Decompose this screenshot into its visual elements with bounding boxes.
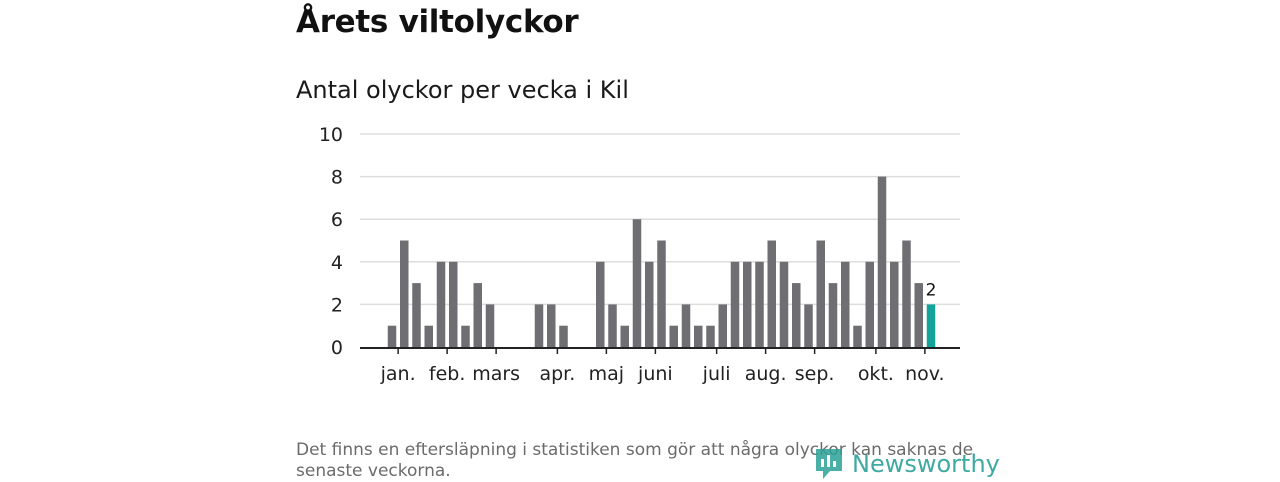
bar <box>743 261 752 347</box>
bar <box>681 304 691 347</box>
y-tick-label: 2 <box>331 294 343 316</box>
bar <box>596 261 605 347</box>
bar-chart: 0 2 4 6 8 10 jan. feb. mars apr. maj juni juli aug. s… <box>319 124 960 385</box>
bar <box>853 325 862 347</box>
bar <box>608 304 617 347</box>
month-label: feb. <box>429 363 465 385</box>
brand-name: Newsworthy <box>852 450 1000 478</box>
bar <box>461 325 470 347</box>
y-axis-ticks: 0 2 4 6 8 10 <box>319 124 343 359</box>
bar-highlight <box>926 304 936 347</box>
data-labels: 2 <box>926 280 937 300</box>
month-label: nov. <box>905 363 944 385</box>
bar <box>449 261 458 347</box>
bar <box>718 304 727 347</box>
bar <box>706 325 715 347</box>
bar <box>436 261 446 347</box>
month-label: jan. <box>380 363 416 385</box>
bar <box>485 304 495 347</box>
bar <box>779 261 789 347</box>
footnote: Det finns en eftersläpning i statistiken… <box>296 440 974 481</box>
bar <box>816 240 825 347</box>
month-label: mars <box>472 363 520 385</box>
y-tick-label: 6 <box>331 209 343 231</box>
page-title: Årets viltolyckor <box>296 4 579 40</box>
bar <box>792 283 801 347</box>
y-tick-label: 10 <box>319 124 343 146</box>
bar <box>645 261 654 347</box>
bar <box>400 240 409 347</box>
bar <box>767 240 776 347</box>
month-label: sep. <box>795 363 835 385</box>
bar <box>620 325 629 347</box>
bar <box>877 176 887 347</box>
bar <box>387 325 397 347</box>
bar <box>534 304 544 347</box>
month-label: okt. <box>858 363 894 385</box>
bar <box>902 240 911 347</box>
bar <box>841 261 850 347</box>
bar <box>412 283 421 347</box>
bar <box>730 261 740 347</box>
bars <box>387 176 936 347</box>
y-tick-label: 0 <box>331 337 343 359</box>
bar <box>669 325 678 347</box>
bar <box>547 304 556 347</box>
bar <box>865 261 874 347</box>
brand-logo: Newsworthy <box>814 447 1000 481</box>
newsworthy-logo-icon <box>816 449 842 479</box>
bar <box>559 325 568 347</box>
bar <box>473 283 482 347</box>
x-axis-months: jan. feb. mars apr. maj juni juli aug. sep. okt. n… <box>380 348 945 385</box>
highlight-value-label: 2 <box>926 280 937 300</box>
bar <box>632 219 642 347</box>
y-tick-label: 8 <box>331 167 343 189</box>
y-tick-label: 4 <box>331 252 343 274</box>
chart-title: Antal olyckor per vecka i Kil <box>296 76 629 104</box>
bar <box>657 240 666 347</box>
bar <box>755 261 764 347</box>
bar <box>694 325 703 347</box>
bar <box>914 283 923 347</box>
month-label: aug. <box>745 363 787 385</box>
bar <box>828 283 838 347</box>
bar <box>424 325 433 347</box>
month-label: juli <box>702 363 731 385</box>
bar <box>804 304 813 347</box>
month-label: juni <box>637 363 673 385</box>
month-label: apr. <box>539 363 575 385</box>
bar <box>890 261 899 347</box>
month-label: maj <box>589 363 624 385</box>
